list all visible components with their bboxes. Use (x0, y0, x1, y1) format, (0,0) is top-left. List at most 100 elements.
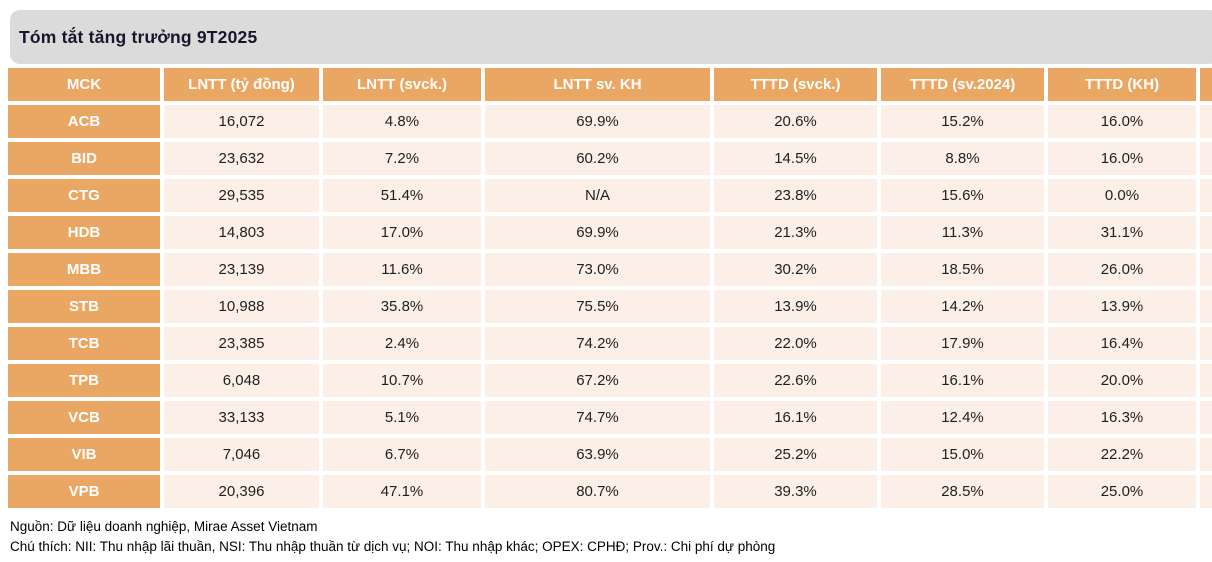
cell-tcb-lntt-t-ng: 23,385 (164, 327, 319, 360)
cell-acb-lntt-t-ng: 16,072 (164, 105, 319, 138)
table-row-bid: BID 23,632 7.2% 60.2% 14.5% 8.8% 16.0% (8, 142, 1212, 175)
cell-vpb-lntt-t-ng: 20,396 (164, 475, 319, 508)
cell-ctg-tttd-svck: 23.8% (714, 179, 877, 212)
column-header-lntt-svck: LNTT (svck.) (323, 68, 481, 101)
cell-vcb-cutoff (1200, 401, 1212, 434)
row-header-vib: VIB (8, 438, 160, 471)
cell-tpb-tttd-svck: 22.6% (714, 364, 877, 397)
cell-vib-tttd-sv-2024: 15.0% (881, 438, 1044, 471)
cell-bid-lntt-svck: 7.2% (323, 142, 481, 175)
column-header-tttd-kh: TTTD (KH) (1048, 68, 1196, 101)
cell-vib-tttd-kh: 22.2% (1048, 438, 1196, 471)
cell-vcb-lntt-svck: 5.1% (323, 401, 481, 434)
cell-vib-lntt-t-ng: 7,046 (164, 438, 319, 471)
table-row-ctg: CTG 29,535 51.4% N/A 23.8% 15.6% 0.0% (8, 179, 1212, 212)
cell-hdb-lntt-t-ng: 14,803 (164, 216, 319, 249)
cell-bid-tttd-kh: 16.0% (1048, 142, 1196, 175)
cell-mbb-cutoff (1200, 253, 1212, 286)
row-header-vpb: VPB (8, 475, 160, 508)
cell-ctg-tttd-kh: 0.0% (1048, 179, 1196, 212)
cell-ctg-cutoff (1200, 179, 1212, 212)
table-title: Tóm tắt tăng trưởng 9T2025 (19, 26, 258, 47)
cell-ctg-lntt-t-ng: 29,535 (164, 179, 319, 212)
cell-stb-lntt-svck: 35.8% (323, 290, 481, 323)
cell-hdb-tttd-sv-2024: 11.3% (881, 216, 1044, 249)
cell-tpb-lntt-svck: 10.7% (323, 364, 481, 397)
source-note: Nguồn: Dữ liệu doanh nghiệp, Mirae Asset… (10, 519, 318, 534)
cell-mbb-lntt-t-ng: 23,139 (164, 253, 319, 286)
table-row-stb: STB 10,988 35.8% 75.5% 13.9% 14.2% 13.9% (8, 290, 1212, 323)
cell-bid-cutoff (1200, 142, 1212, 175)
row-header-acb: ACB (8, 105, 160, 138)
cell-vpb-tttd-sv-2024: 28.5% (881, 475, 1044, 508)
cell-hdb-cutoff (1200, 216, 1212, 249)
cell-tcb-tttd-svck: 22.0% (714, 327, 877, 360)
cell-vcb-tttd-sv-2024: 12.4% (881, 401, 1044, 434)
table-row-vcb: VCB 33,133 5.1% 74.7% 16.1% 12.4% 16.3% (8, 401, 1212, 434)
cell-stb-cutoff (1200, 290, 1212, 323)
cell-stb-lntt-t-ng: 10,988 (164, 290, 319, 323)
cell-acb-tttd-sv-2024: 15.2% (881, 105, 1044, 138)
cell-vcb-lntt-sv-kh: 74.7% (485, 401, 710, 434)
cell-vpb-lntt-svck: 47.1% (323, 475, 481, 508)
cell-vpb-tttd-kh: 25.0% (1048, 475, 1196, 508)
cell-ctg-lntt-sv-kh: N/A (485, 179, 710, 212)
cell-stb-lntt-sv-kh: 75.5% (485, 290, 710, 323)
table-footer: Nguồn: Dữ liệu doanh nghiệp, Mirae Asset… (10, 517, 1212, 557)
cell-vpb-lntt-sv-kh: 80.7% (485, 475, 710, 508)
cell-acb-tttd-svck: 20.6% (714, 105, 877, 138)
table-row-vpb: VPB 20,396 47.1% 80.7% 39.3% 28.5% 25.0% (8, 475, 1212, 508)
cell-tcb-lntt-svck: 2.4% (323, 327, 481, 360)
growth-summary-table: MCK LNTT (tỷ đồng) LNTT (svck.) LNTT sv. KH… (4, 64, 1212, 512)
row-header-ctg: CTG (8, 179, 160, 212)
cell-tcb-tttd-sv-2024: 17.9% (881, 327, 1044, 360)
cell-vcb-tttd-svck: 16.1% (714, 401, 877, 434)
cell-vpb-cutoff (1200, 475, 1212, 508)
table-row-hdb: HDB 14,803 17.0% 69.9% 21.3% 11.3% 31.1% (8, 216, 1212, 249)
cell-mbb-tttd-sv-2024: 18.5% (881, 253, 1044, 286)
cell-tcb-cutoff (1200, 327, 1212, 360)
row-header-vcb: VCB (8, 401, 160, 434)
cell-tcb-tttd-kh: 16.4% (1048, 327, 1196, 360)
cell-stb-tttd-sv-2024: 14.2% (881, 290, 1044, 323)
cell-tpb-lntt-t-ng: 6,048 (164, 364, 319, 397)
cell-acb-cutoff (1200, 105, 1212, 138)
column-header-mck: MCK (8, 68, 160, 101)
cell-bid-lntt-sv-kh: 60.2% (485, 142, 710, 175)
cell-mbb-tttd-kh: 26.0% (1048, 253, 1196, 286)
cell-vib-lntt-svck: 6.7% (323, 438, 481, 471)
cell-vcb-tttd-kh: 16.3% (1048, 401, 1196, 434)
cell-bid-lntt-t-ng: 23,632 (164, 142, 319, 175)
cell-hdb-tttd-kh: 31.1% (1048, 216, 1196, 249)
table-row-tcb: TCB 23,385 2.4% 74.2% 22.0% 17.9% 16.4% (8, 327, 1212, 360)
cell-acb-lntt-svck: 4.8% (323, 105, 481, 138)
cell-stb-tttd-svck: 13.9% (714, 290, 877, 323)
column-header-tttd-sv-2024: TTTD (sv.2024) (881, 68, 1044, 101)
table-row-acb: ACB 16,072 4.8% 69.9% 20.6% 15.2% 16.0% (8, 105, 1212, 138)
column-header-lntt-t-ng: LNTT (tỷ đồng) (164, 68, 319, 101)
cell-ctg-lntt-svck: 51.4% (323, 179, 481, 212)
cell-vib-lntt-sv-kh: 63.9% (485, 438, 710, 471)
cell-bid-tttd-sv-2024: 8.8% (881, 142, 1044, 175)
table-row-tpb: TPB 6,048 10.7% 67.2% 22.6% 16.1% 20.0% (8, 364, 1212, 397)
cell-hdb-lntt-svck: 17.0% (323, 216, 481, 249)
cell-acb-lntt-sv-kh: 69.9% (485, 105, 710, 138)
cell-tpb-cutoff (1200, 364, 1212, 397)
row-header-hdb: HDB (8, 216, 160, 249)
table-title-bar: Tóm tắt tăng trưởng 9T2025 (10, 10, 1212, 64)
cell-vib-cutoff (1200, 438, 1212, 471)
cell-vcb-lntt-t-ng: 33,133 (164, 401, 319, 434)
cell-mbb-lntt-svck: 11.6% (323, 253, 481, 286)
column-header-cutoff (1200, 68, 1212, 101)
cell-mbb-lntt-sv-kh: 73.0% (485, 253, 710, 286)
cell-acb-tttd-kh: 16.0% (1048, 105, 1196, 138)
row-header-tpb: TPB (8, 364, 160, 397)
row-header-bid: BID (8, 142, 160, 175)
table-row-mbb: MBB 23,139 11.6% 73.0% 30.2% 18.5% 26.0% (8, 253, 1212, 286)
cell-vpb-tttd-svck: 39.3% (714, 475, 877, 508)
cell-hdb-lntt-sv-kh: 69.9% (485, 216, 710, 249)
cell-tpb-lntt-sv-kh: 67.2% (485, 364, 710, 397)
table-row-vib: VIB 7,046 6.7% 63.9% 25.2% 15.0% 22.2% (8, 438, 1212, 471)
cell-stb-tttd-kh: 13.9% (1048, 290, 1196, 323)
